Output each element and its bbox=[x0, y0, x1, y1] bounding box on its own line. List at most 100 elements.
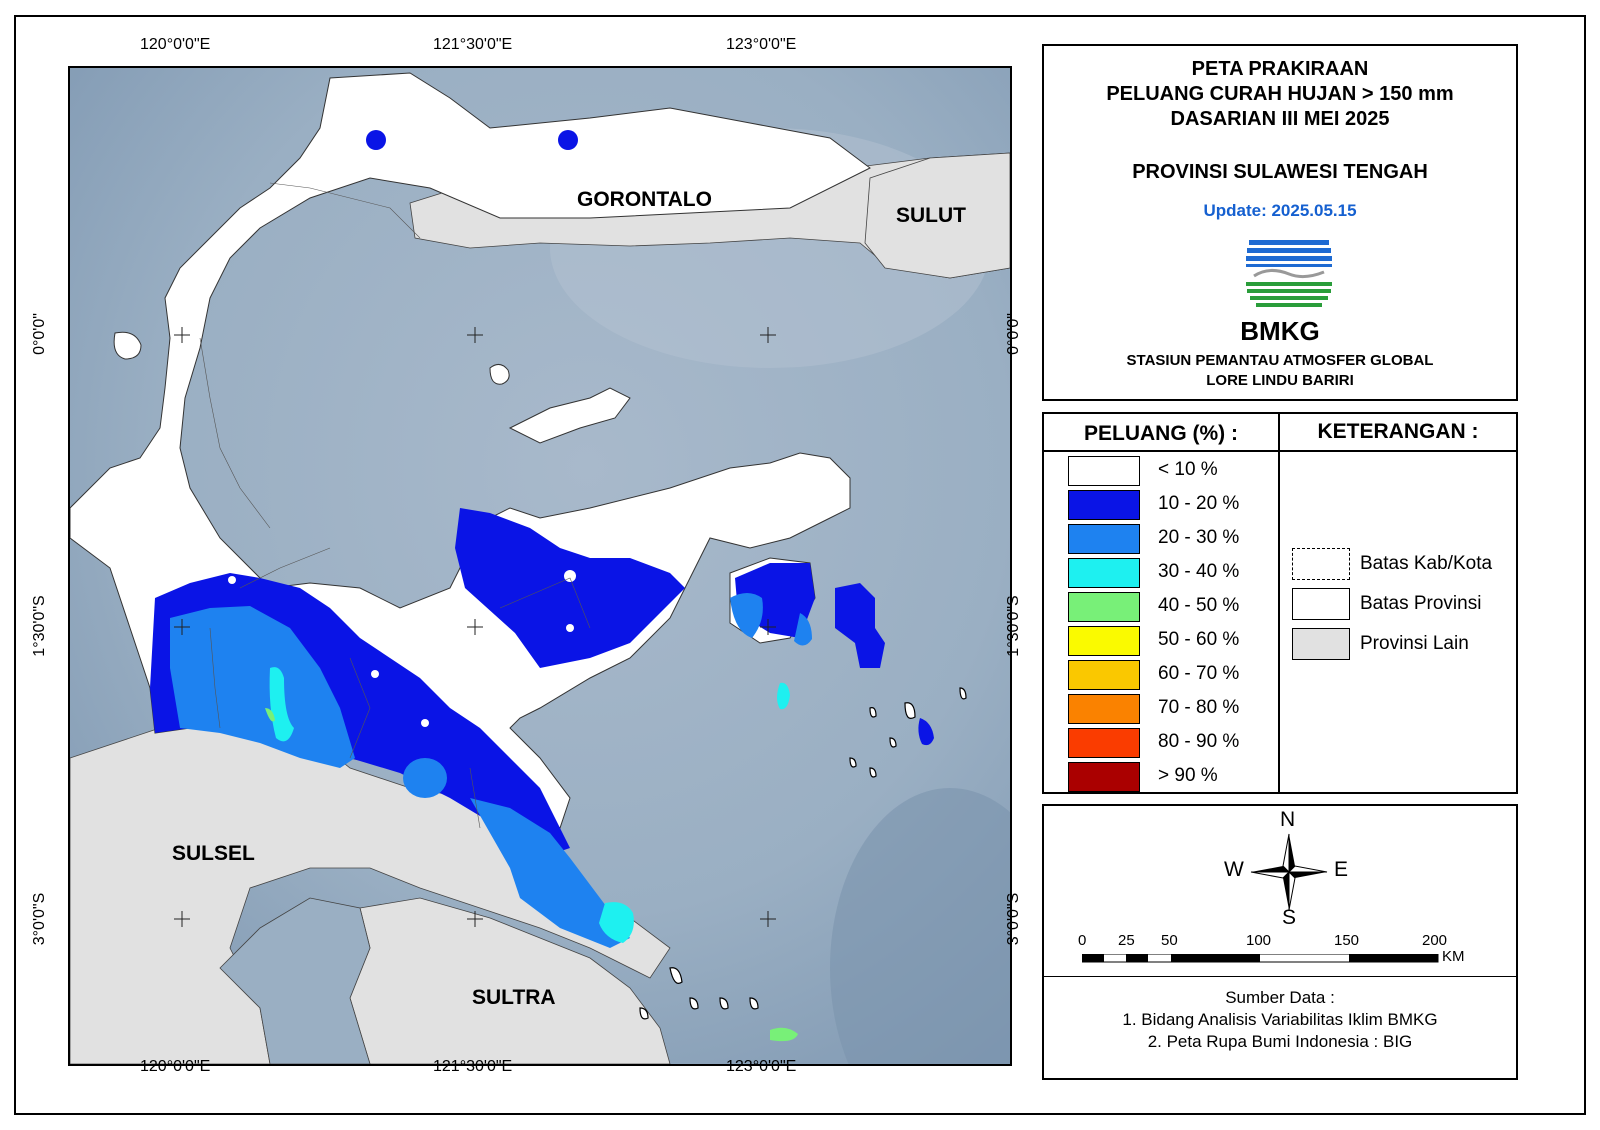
right-tick: 3°0'0"S bbox=[1005, 892, 1022, 946]
legend-swatch bbox=[1068, 524, 1140, 554]
legend-label: 50 - 60 % bbox=[1158, 629, 1240, 650]
legend-swatch bbox=[1068, 490, 1140, 520]
zone-30-40 bbox=[269, 667, 294, 742]
legend-swatch bbox=[1068, 626, 1140, 656]
legend-swatch bbox=[1068, 558, 1140, 588]
legend-title: PELUANG (%) : bbox=[1084, 422, 1238, 445]
white-spot bbox=[564, 570, 576, 582]
top-tick: 121°30'0"E bbox=[433, 36, 513, 53]
label-sulsel: SULSEL bbox=[172, 842, 255, 865]
bmkg-logo-icon bbox=[1246, 234, 1332, 314]
scale-tick-100: 100 bbox=[1246, 932, 1272, 949]
legend-swatch bbox=[1068, 762, 1140, 792]
kab-boundaries bbox=[199, 182, 591, 829]
legend-swatch bbox=[1068, 592, 1140, 622]
header-line2: PELUANG CURAH HUJAN > 150 mm bbox=[1106, 83, 1454, 105]
zone-10-20 bbox=[835, 583, 885, 668]
legend-label: 40 - 50 % bbox=[1158, 595, 1240, 616]
top-tick: 123°0'0"E bbox=[726, 36, 797, 53]
legend-swatch bbox=[1068, 728, 1140, 758]
small-islands bbox=[639, 687, 967, 1020]
source-line1: 1. Bidang Analisis Variabilitas Iklim BM… bbox=[1122, 1010, 1438, 1029]
zone-20-30 bbox=[403, 758, 447, 798]
bmkg-logo-text: BMKG bbox=[1240, 316, 1320, 346]
compass-s: S bbox=[1282, 906, 1297, 929]
legend-swatch bbox=[1068, 456, 1140, 486]
update-date: Update: 2025.05.15 bbox=[1203, 201, 1357, 220]
right-tick: 0°0'0" bbox=[1005, 313, 1022, 355]
source-title: Sumber Data : bbox=[1225, 988, 1335, 1007]
island bbox=[113, 331, 142, 360]
zone-10-20 bbox=[558, 130, 578, 150]
scale-unit: KM bbox=[1442, 948, 1465, 965]
zone-10-20 bbox=[918, 718, 934, 746]
zone-20-30 bbox=[470, 798, 630, 948]
keterangan-box: KETERANGAN : Batas Kab/Kota Batas Provin… bbox=[1278, 412, 1518, 794]
scale-tick-25: 25 bbox=[1118, 932, 1135, 949]
legend-swatch bbox=[1068, 694, 1140, 724]
legend-label: 70 - 80 % bbox=[1158, 697, 1240, 718]
zone-30-40 bbox=[599, 902, 634, 943]
legend-swatch bbox=[1068, 660, 1140, 690]
zone-40-50 bbox=[265, 708, 275, 722]
white-spot bbox=[421, 719, 429, 727]
zone-20-30 bbox=[730, 593, 763, 638]
compass-w: W bbox=[1224, 858, 1244, 881]
ket-kabkota-label: Batas Kab/Kota bbox=[1360, 553, 1493, 574]
scale-tick-50: 50 bbox=[1161, 932, 1178, 949]
white-spot bbox=[566, 624, 574, 632]
scale-tick-0: 0 bbox=[1078, 932, 1087, 949]
left-tick: 0°0'0" bbox=[31, 313, 48, 355]
legend-label: 20 - 30 % bbox=[1158, 527, 1240, 548]
label-sulut: SULUT bbox=[896, 204, 966, 227]
ket-kabkota-swatch bbox=[1292, 548, 1350, 580]
white-spot bbox=[371, 670, 379, 678]
legend-label: < 10 % bbox=[1158, 459, 1218, 480]
zone-10-20 bbox=[366, 130, 386, 150]
compass-icon bbox=[1250, 833, 1328, 911]
right-tick: 1°30'0"S bbox=[1005, 595, 1022, 657]
scale-bar bbox=[1082, 954, 1439, 963]
station-line2: LORE LINDU BARIRI bbox=[1206, 372, 1354, 389]
bottom-tick: 120°0'0"E bbox=[140, 1058, 211, 1075]
legend-box: PELUANG (%) : < 10 % 10 - 20 % 20 - 30 % 30… bbox=[1042, 412, 1280, 794]
legend-label: 10 - 20 % bbox=[1158, 493, 1240, 514]
outer-frame bbox=[14, 15, 1586, 1115]
scale-tick-200: 200 bbox=[1422, 932, 1448, 949]
island bbox=[489, 364, 510, 385]
compass-n: N bbox=[1280, 808, 1296, 831]
compass-e: E bbox=[1334, 858, 1349, 881]
header-line1: PETA PRAKIRAAN bbox=[1191, 58, 1369, 80]
legend-label: > 90 % bbox=[1158, 765, 1218, 786]
legend-label: 80 - 90 % bbox=[1158, 731, 1240, 752]
white-spot bbox=[228, 576, 236, 584]
gulf-bone bbox=[219, 897, 371, 1064]
island bbox=[508, 387, 631, 444]
bottom-tick: 123°0'0"E bbox=[726, 1058, 797, 1075]
left-tick: 1°30'0"S bbox=[31, 595, 48, 657]
sea-shade bbox=[830, 788, 1010, 1064]
ket-provinsi-lain-label: Provinsi Lain bbox=[1360, 633, 1469, 654]
top-tick: 120°0'0"E bbox=[140, 36, 211, 53]
info-box: N S E W 0 25 50 100 150 200 KM Sumber Da… bbox=[1042, 804, 1518, 1080]
zone-40-50 bbox=[770, 1027, 798, 1042]
zone-20-30 bbox=[170, 606, 355, 768]
keterangan-title: KETERANGAN : bbox=[1317, 420, 1479, 443]
header-province: PROVINSI SULAWESI TENGAH bbox=[1132, 161, 1428, 183]
source-line2: 2. Peta Rupa Bumi Indonesia : BIG bbox=[1147, 1032, 1413, 1051]
header-box: PETA PRAKIRAAN PELUANG CURAH HUJAN > 150… bbox=[1042, 44, 1518, 401]
map-panel: GORONTALO SULUT SULSEL SULTRA bbox=[68, 66, 1012, 1066]
ket-provinsi-lain-swatch bbox=[1292, 628, 1350, 660]
graticule bbox=[174, 327, 776, 927]
zone-20-30 bbox=[794, 613, 812, 646]
legend-label: 30 - 40 % bbox=[1158, 561, 1240, 582]
map-svg bbox=[70, 68, 1010, 1064]
header-line3: DASARIAN III MEI 2025 bbox=[1170, 108, 1390, 130]
legend-label: 60 - 70 % bbox=[1158, 663, 1240, 684]
scale-tick-150: 150 bbox=[1334, 932, 1360, 949]
province-sulsel bbox=[70, 707, 671, 1064]
ket-provinsi-swatch bbox=[1292, 588, 1350, 620]
province-sulut bbox=[864, 152, 1010, 279]
left-tick: 3°0'0"S bbox=[31, 892, 48, 946]
label-sultra: SULTRA bbox=[472, 986, 556, 1009]
